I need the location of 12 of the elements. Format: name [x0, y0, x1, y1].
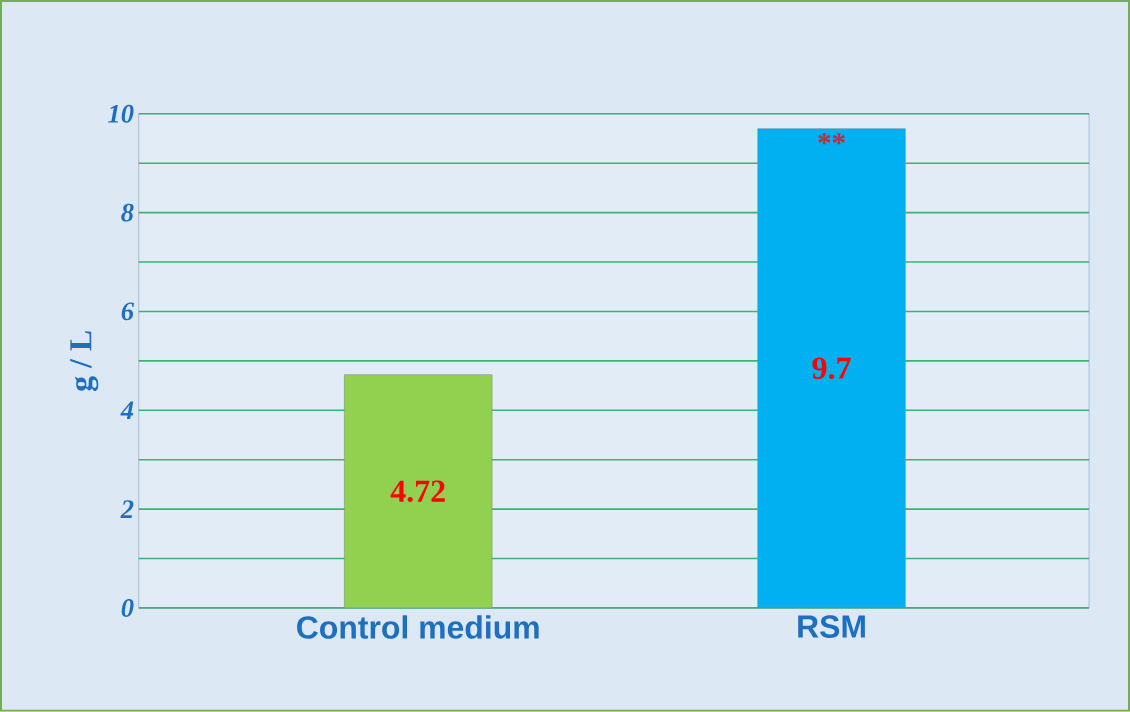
annotation: **	[818, 133, 845, 145]
x-tick-label: RSM	[798, 615, 865, 639]
data-label: 9.7	[812, 357, 851, 380]
y-tick-label: 6	[121, 302, 135, 321]
y-tick-label: 8	[121, 203, 134, 222]
y-tick-label: 10	[108, 104, 134, 123]
y-tick-label: 2	[120, 500, 134, 519]
x-tick-label: Control medium	[297, 615, 539, 639]
y-axis-title: g / L	[70, 331, 99, 392]
data-label: 4.72	[390, 480, 445, 503]
y-tick-label: 4	[120, 401, 134, 420]
y-tick-label: 0	[121, 599, 134, 618]
